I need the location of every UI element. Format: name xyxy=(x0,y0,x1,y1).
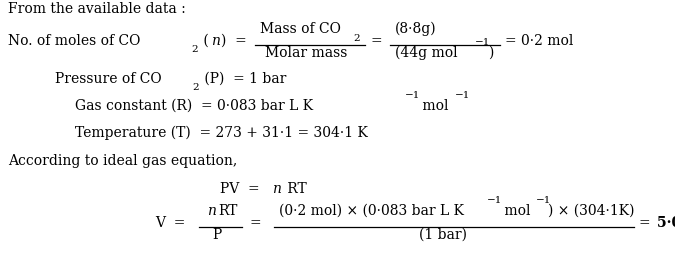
Text: −1: −1 xyxy=(487,196,502,205)
Text: 2: 2 xyxy=(191,45,198,54)
Text: n: n xyxy=(207,204,216,218)
Text: RT: RT xyxy=(283,182,306,196)
Text: =: = xyxy=(249,216,261,230)
Text: Gas constant (R)  = 0·083 bar L K: Gas constant (R) = 0·083 bar L K xyxy=(75,99,313,113)
Text: 2: 2 xyxy=(353,34,360,43)
Text: n: n xyxy=(272,182,281,196)
Text: (P)  = 1 bar: (P) = 1 bar xyxy=(200,72,286,86)
Text: mol: mol xyxy=(500,204,531,218)
Text: Molar mass: Molar mass xyxy=(265,46,348,60)
Text: ) × (304·1K): ) × (304·1K) xyxy=(548,204,634,218)
Text: (44g mol: (44g mol xyxy=(395,46,458,60)
Text: −1: −1 xyxy=(455,91,470,100)
Text: 2: 2 xyxy=(192,83,198,92)
Text: V  =: V = xyxy=(155,216,186,230)
Text: −1: −1 xyxy=(475,38,490,47)
Text: Pressure of CO: Pressure of CO xyxy=(55,72,161,86)
Text: = 0·2 mol: = 0·2 mol xyxy=(505,34,573,48)
Text: (0·2 mol) × (0·083 bar L K: (0·2 mol) × (0·083 bar L K xyxy=(279,204,464,218)
Text: −1: −1 xyxy=(405,91,421,100)
Text: mol: mol xyxy=(418,99,448,113)
Text: (: ( xyxy=(199,34,209,48)
Text: =: = xyxy=(370,34,381,48)
Text: (1 bar): (1 bar) xyxy=(419,228,467,242)
Text: −1: −1 xyxy=(536,196,551,205)
Text: n: n xyxy=(211,34,220,48)
Text: (8·8g): (8·8g) xyxy=(395,22,437,36)
Text: ): ) xyxy=(488,46,493,60)
Text: )  =: ) = xyxy=(221,34,247,48)
Text: No. of moles of CO: No. of moles of CO xyxy=(8,34,140,48)
Text: P: P xyxy=(212,228,221,242)
Text: Temperature (T)  = 273 + 31·1 = 304·1 K: Temperature (T) = 273 + 31·1 = 304·1 K xyxy=(75,126,368,140)
Text: According to ideal gas equation,: According to ideal gas equation, xyxy=(8,154,237,168)
Text: 5·048 L.: 5·048 L. xyxy=(657,216,675,230)
Text: Mass of CO: Mass of CO xyxy=(260,22,341,36)
Text: RT: RT xyxy=(218,204,238,218)
Text: PV  =: PV = xyxy=(220,182,264,196)
Text: From the available data :: From the available data : xyxy=(8,2,186,16)
Text: =: = xyxy=(639,216,655,230)
